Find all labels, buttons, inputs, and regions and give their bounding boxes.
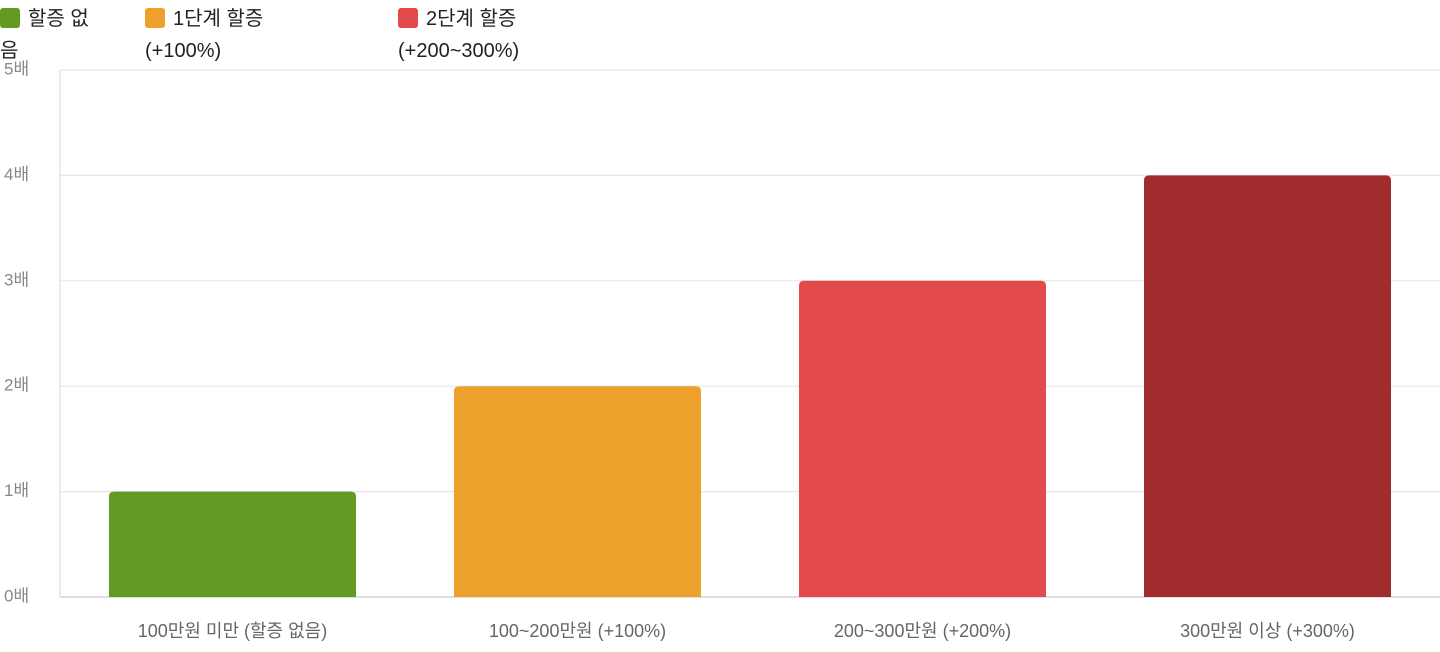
legend-label: 할증 없음 [0, 8, 89, 62]
legend-label: 2단계 할증 (+200~300%) [398, 8, 520, 62]
legend-swatch [145, 8, 165, 28]
x-tick-label: 100만원 미만 (할증 없음) [138, 621, 328, 641]
legend-item: 1단계 할증 (+100%) [145, 3, 285, 67]
legend-label: 1단계 할증 (+100%) [145, 8, 264, 62]
bar [798, 280, 1047, 597]
y-tick-label: 1배 [4, 481, 29, 500]
x-tick-label: 100~200만원 (+100%) [489, 621, 666, 641]
x-tick-label: 200~300만원 (+200%) [834, 621, 1011, 641]
legend-swatch [0, 8, 20, 28]
bar [1143, 175, 1392, 597]
legend-item: 할증 없음 [0, 3, 100, 67]
y-tick-label: 2배 [4, 376, 29, 395]
bar [453, 386, 702, 597]
bar [108, 491, 357, 597]
y-tick-label: 5배 [4, 59, 29, 78]
x-tick-label: 300만원 이상 (+300%) [1180, 621, 1355, 641]
y-tick-label: 0배 [4, 586, 29, 605]
legend-item: 2단계 할증 (+200~300%) [398, 3, 578, 67]
legend-swatch [398, 8, 418, 28]
y-tick-label: 3배 [4, 270, 29, 289]
y-tick-label: 4배 [4, 165, 29, 184]
